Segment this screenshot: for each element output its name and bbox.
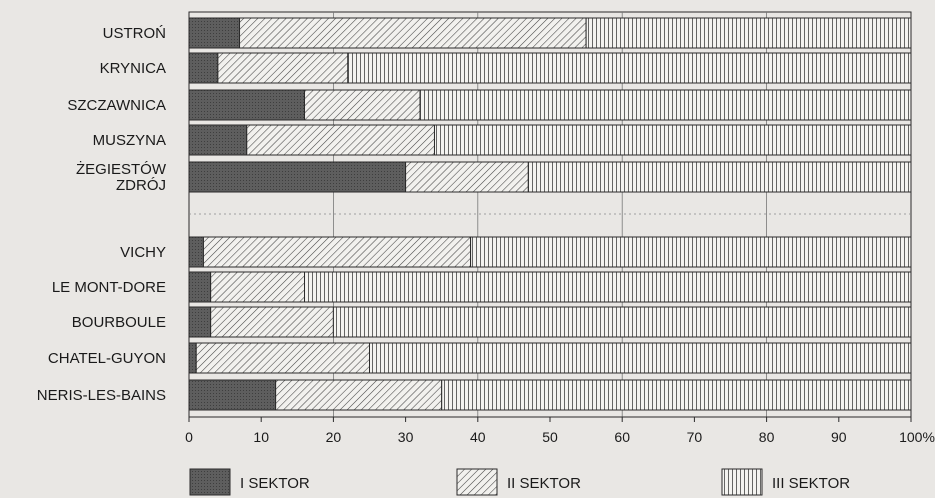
- bar-segment: [217, 52, 349, 84]
- bar-segment: [304, 271, 912, 303]
- x-tick-label: 70: [687, 429, 703, 445]
- bar-segment: [195, 342, 370, 374]
- x-tick-label: 60: [614, 429, 630, 445]
- x-tick-label: 10: [253, 429, 269, 445]
- legend-label: I SEKTOR: [240, 475, 310, 492]
- x-tick-label: 50: [542, 429, 558, 445]
- bar-segment: [188, 17, 241, 49]
- legend-label: III SEKTOR: [772, 475, 850, 492]
- bar-segment: [585, 17, 912, 49]
- bar-segment: [527, 161, 912, 193]
- category-label: USTROŃ: [103, 25, 166, 42]
- bar-segment: [188, 89, 306, 121]
- legend-swatch: [456, 468, 498, 496]
- x-tick-label: 0: [185, 429, 193, 445]
- bar-segment: [188, 306, 212, 338]
- category-label: SZCZAWNICA: [67, 97, 166, 114]
- x-tick-label: 90: [831, 429, 847, 445]
- bar-segment: [188, 236, 204, 268]
- bar-segment: [202, 236, 472, 268]
- category-label: BOURBOULE: [72, 314, 166, 331]
- x-tick-label: 20: [326, 429, 342, 445]
- bar-segment: [441, 379, 912, 411]
- bar-segment: [275, 379, 443, 411]
- x-axis: 0 10 20 30 40 50 60 70 80 90 100%: [185, 416, 935, 445]
- bars: [188, 17, 912, 411]
- bar-segment: [332, 306, 912, 338]
- bar-segment: [246, 124, 435, 156]
- bar-segment: [347, 52, 912, 84]
- bar-segment: [188, 271, 212, 303]
- category-label: ŻEGIESTÓW: [76, 160, 167, 178]
- legend: I SEKTOR II SEKTOR III SEKTOR: [189, 468, 850, 496]
- category-label: LE MONT-DORE: [52, 279, 166, 296]
- legend-swatch: [189, 468, 231, 496]
- category-label: MUSZYNA: [93, 132, 166, 149]
- category-label: ZDRÓJ: [116, 177, 166, 194]
- x-tick-label: 80: [759, 429, 775, 445]
- legend-swatch: [721, 468, 763, 496]
- bar-segment: [210, 306, 334, 338]
- x-tick-label: 100%: [899, 429, 935, 445]
- bar-segment: [210, 271, 306, 303]
- x-tick-label: 30: [398, 429, 414, 445]
- bar-segment: [433, 124, 912, 156]
- bar-segment: [188, 379, 277, 411]
- bar-segment: [369, 342, 912, 374]
- bar-segment: [470, 236, 912, 268]
- legend-label: II SEKTOR: [507, 475, 581, 492]
- bar-segment: [188, 52, 219, 84]
- bar-segment: [188, 161, 407, 193]
- bar-segment: [304, 89, 421, 121]
- bar-segment: [188, 124, 248, 156]
- bar-segment: [239, 17, 587, 49]
- bar-segment: [405, 161, 529, 193]
- bar-segment: [419, 89, 912, 121]
- category-label: CHATEL-GUYON: [48, 350, 166, 367]
- category-label: NERIS-LES-BAINS: [37, 387, 166, 404]
- category-label: VICHY: [120, 244, 166, 261]
- x-tick-label: 40: [470, 429, 486, 445]
- category-label: KRYNICA: [100, 60, 166, 77]
- category-labels: USTROŃ KRYNICA SZCZAWNICA MUSZYNA ŻEGIESTÓWZ…: [37, 25, 167, 404]
- bar-segment: [188, 342, 197, 374]
